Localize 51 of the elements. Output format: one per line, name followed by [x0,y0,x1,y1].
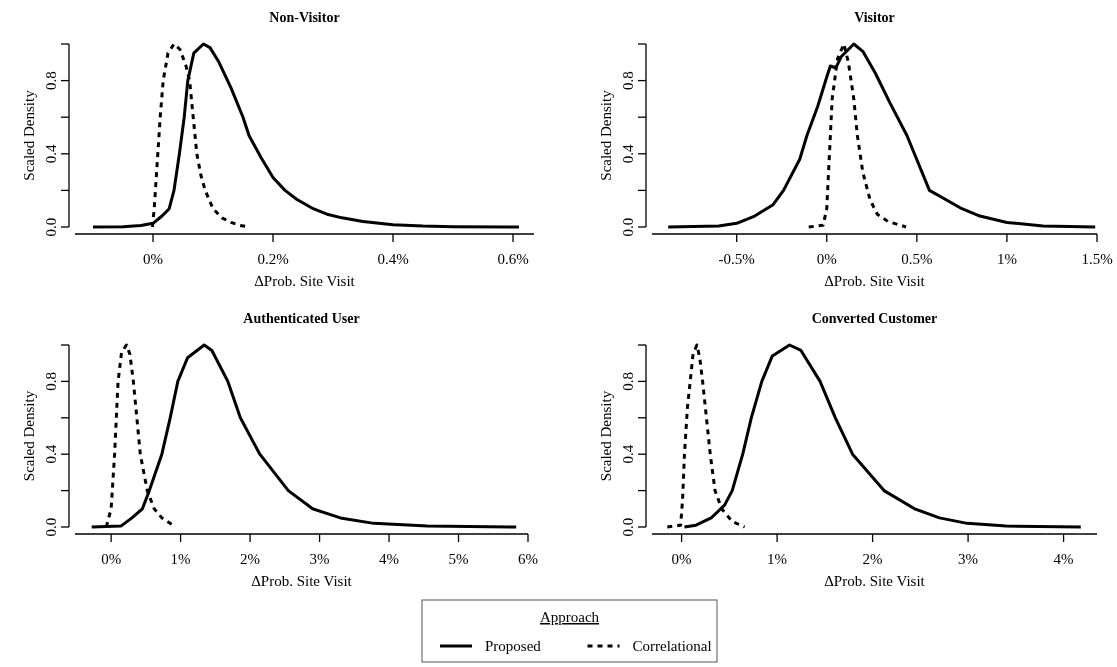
y-axis-title: Scaled Density [598,89,614,181]
x-tick-label: 4% [1053,551,1074,567]
x-tick-label: 2% [862,551,883,567]
x-axis-title: ΔProb. Site Visit [824,573,926,589]
x-tick-label: 0% [816,251,837,267]
y-tick-label: 0.4 [620,444,636,464]
y-axis-title: Scaled Density [21,89,37,181]
line-series [91,42,521,229]
x-tick-label: 0% [101,551,122,567]
line-series [666,42,1097,229]
y-tick-label: 0.4 [620,143,636,164]
legend-label: Correlational [632,638,712,654]
y-axis-title: Scaled Density [21,390,37,482]
chart-title: Authenticated User [243,311,360,326]
y-axis-title: Scaled Density [598,390,614,482]
line-series [90,343,518,529]
legend-label: Proposed [485,638,542,654]
x-tick-label: 0% [143,251,163,267]
x-tick-label: 1% [767,551,788,567]
x-tick-label: 3% [958,551,979,567]
y-tick-label: 0.0 [43,517,59,537]
x-tick-label: 6% [518,551,538,567]
y-tick-label: 0.0 [620,217,636,237]
legend-title: Approach [539,609,600,625]
chart-title: Non-Visitor [269,10,340,25]
x-axis-title: ΔProb. Site Visit [824,273,926,289]
x-tick-label: 2% [240,551,261,567]
x-tick-label: 4% [379,551,400,567]
y-tick-label: 0.8 [620,372,636,391]
x-axis-title: ΔProb. Site Visit [251,573,353,589]
x-tick-label: 0.5% [901,251,933,267]
y-tick-label: 0.8 [620,71,636,90]
chart-title: Visitor [854,10,895,25]
x-axis-title: ΔProb. Site Visit [254,273,356,289]
x-tick-label: 0.2% [257,251,289,267]
y-tick-label: 0.4 [43,444,59,464]
x-tick-label: 3% [309,551,330,567]
y-tick-label: 0.4 [43,143,59,164]
x-tick-label: 5% [448,551,469,567]
y-tick-label: 0.8 [43,71,59,90]
x-tick-label: 1.5% [1081,251,1113,267]
x-tick-label: 1% [170,551,191,567]
y-tick-label: 0.8 [43,372,59,391]
x-tick-label: 0.4% [377,251,409,267]
x-tick-label: 0% [671,551,692,567]
x-tick-label: -0.5% [718,251,755,267]
y-tick-label: 0.0 [620,517,636,537]
y-tick-label: 0.0 [43,217,59,237]
x-tick-label: 0.6% [497,251,529,267]
x-tick-label: 1% [996,251,1017,267]
chart-title: Converted Customer [811,311,938,326]
